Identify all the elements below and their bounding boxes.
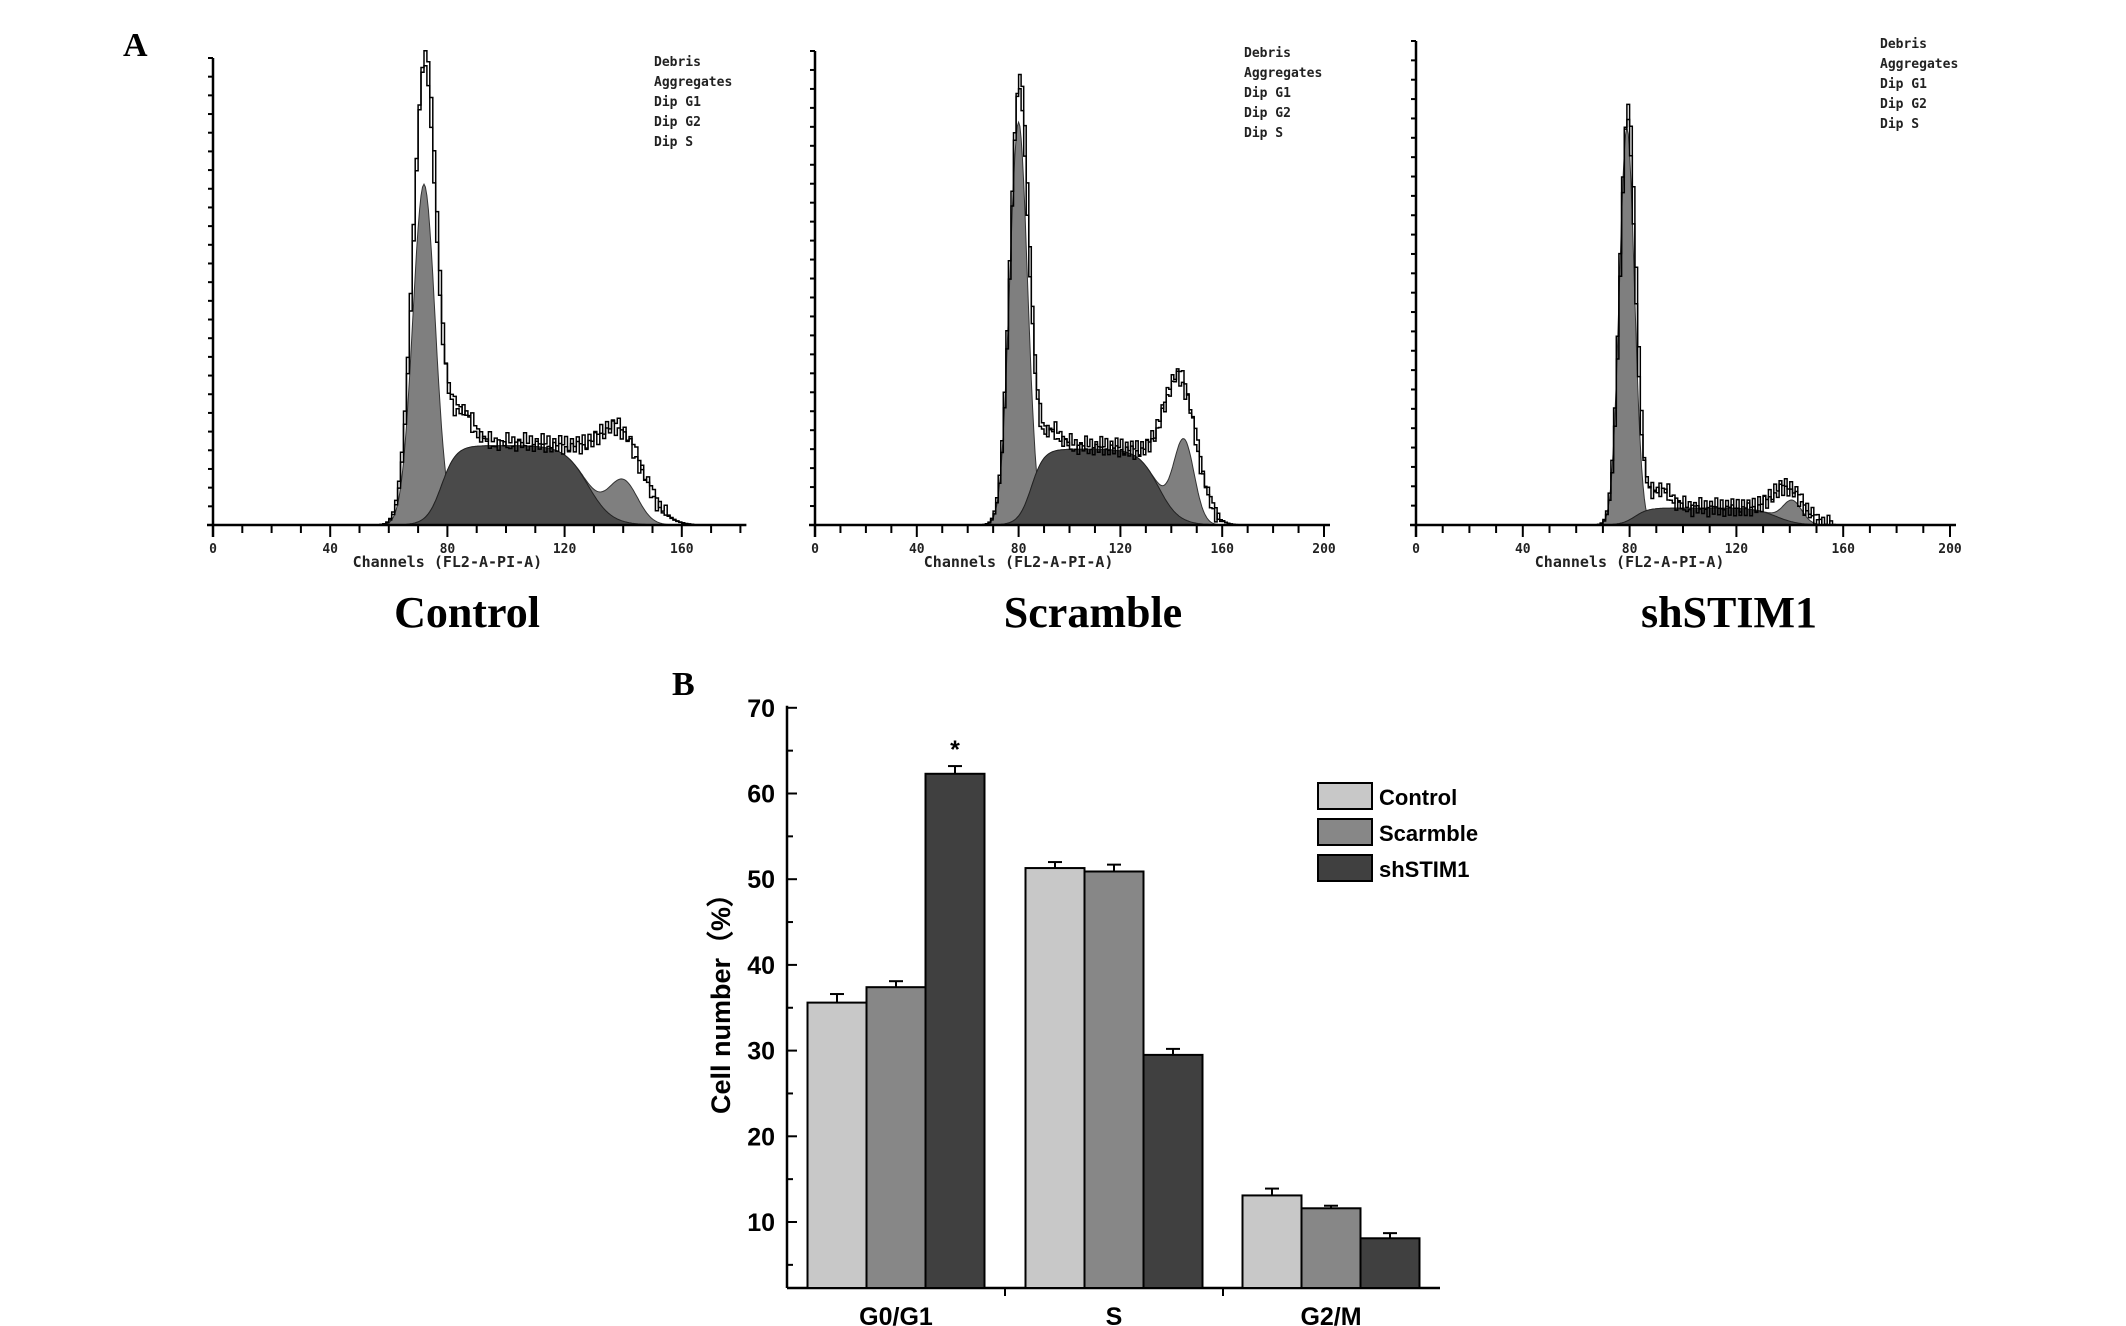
legend-entry: Aggregates <box>654 75 732 90</box>
bar-control-s <box>1024 867 1086 1290</box>
legend-swatch <box>1317 782 1373 810</box>
bar-shstim1-g2m <box>1359 1237 1421 1289</box>
x-tick-label: 200 <box>1938 542 1962 557</box>
legend-label: shSTIM1 <box>1379 857 1469 882</box>
x-tick-label: 200 <box>1312 542 1336 557</box>
histogram-scramble: 0 40 80 120 160 200 Channels (FL2-A-PI-A) Debri… <box>809 46 1336 637</box>
x-tick-label: 160 <box>670 542 694 557</box>
x-tick-label: G0/G1 <box>859 1303 933 1326</box>
x-tick-label: 80 <box>440 542 456 557</box>
x-axis-label: Channels (FL2-A-PI-A) <box>1535 553 1725 571</box>
condition-title: shSTIM1 <box>1641 588 1817 637</box>
x-tick-label: 40 <box>909 542 925 557</box>
bar-chart: 10 20 30 40 50 60 70 Cell number（%） G0/G1 S G2/M * C… <box>706 695 1478 1326</box>
legend-entry: Dip G2 <box>1880 97 1927 112</box>
bar-control-g2m <box>1241 1194 1303 1289</box>
x-tick-label: 80 <box>1011 542 1027 557</box>
raw-data-outline <box>371 64 695 526</box>
legend-entry: Dip S <box>1244 126 1283 141</box>
histogram-control: 0 40 80 120 160 Channels (FL2-A-PI-A) Debris Ag… <box>207 49 747 637</box>
x-tick-label: 40 <box>1515 542 1531 557</box>
x-tick-label: 0 <box>811 542 819 557</box>
bar-scarmble-g0g1 <box>865 986 927 1289</box>
x-axis-label: Channels (FL2-A-PI-A) <box>353 553 543 571</box>
legend-swatch <box>1317 854 1373 882</box>
y-tick-label: 30 <box>747 1038 775 1066</box>
y-tick-label: 70 <box>747 695 775 723</box>
bar-shstim1-g0g1 <box>924 772 986 1289</box>
legend-entry: Dip G2 <box>654 115 701 130</box>
legend-entry: Dip S <box>654 135 693 150</box>
condition-title: Scramble <box>1004 588 1182 637</box>
legend-entry: Aggregates <box>1244 66 1322 81</box>
histogram-shstim1: 0 40 80 120 160 200 Channels (FL2-A-PI-A) Debri… <box>1410 37 1962 637</box>
y-tick-label: 50 <box>747 866 775 894</box>
legend-entry: Dip G1 <box>1244 86 1291 101</box>
y-axis-label: Cell number（%） <box>706 880 736 1114</box>
legend-label: Control <box>1379 785 1457 810</box>
significance-marker: * <box>950 736 960 764</box>
x-tick-label: 160 <box>1210 542 1234 557</box>
x-tick-label: S <box>1106 1303 1123 1326</box>
x-tick-label: G2/M <box>1300 1303 1361 1326</box>
legend-swatch <box>1317 818 1373 846</box>
x-tick-label: 120 <box>553 542 577 557</box>
x-tick-label: 80 <box>1622 542 1638 557</box>
raw-data-outline <box>371 49 695 526</box>
legend-entry: Dip S <box>1880 117 1919 132</box>
x-tick-label: 0 <box>1412 542 1420 557</box>
legend-entry: Debris <box>654 55 701 70</box>
legend-entry: Debris <box>1244 46 1291 61</box>
x-tick-label: 40 <box>322 542 338 557</box>
bar-scarmble-s <box>1083 870 1145 1289</box>
panel-b-label: B <box>672 666 695 703</box>
raw-data-outline <box>1578 118 1857 526</box>
x-tick-label: 120 <box>1109 542 1133 557</box>
legend-entry: Dip G1 <box>654 95 701 110</box>
x-tick-label: 160 <box>1831 542 1855 557</box>
bar-shstim1-s <box>1142 1053 1204 1290</box>
legend-entry: Aggregates <box>1880 57 1958 72</box>
raw-data-outline <box>972 87 1246 526</box>
y-tick-label: 40 <box>747 952 775 980</box>
y-tick-label: 10 <box>747 1209 775 1237</box>
histogram-panels: 0 40 80 120 160 Channels (FL2-A-PI-A) Debris Ag… <box>207 37 1962 637</box>
y-tick-label: 20 <box>747 1123 775 1151</box>
bar-control-g0g1 <box>806 1001 868 1289</box>
g1-peak-fill <box>1578 127 1852 526</box>
legend-entry: Dip G1 <box>1880 77 1927 92</box>
panel-a-label: A <box>123 27 148 64</box>
x-tick-label: 0 <box>209 542 217 557</box>
x-axis-label: Channels (FL2-A-PI-A) <box>924 553 1114 571</box>
x-tick-label: 120 <box>1725 542 1749 557</box>
y-tick-label: 60 <box>747 781 775 809</box>
legend-entry: Dip G2 <box>1244 106 1291 121</box>
legend-label: Scarmble <box>1379 821 1478 846</box>
condition-title: Control <box>394 588 540 637</box>
bar-scarmble-g2m <box>1300 1207 1362 1289</box>
legend-entry: Debris <box>1880 37 1927 52</box>
